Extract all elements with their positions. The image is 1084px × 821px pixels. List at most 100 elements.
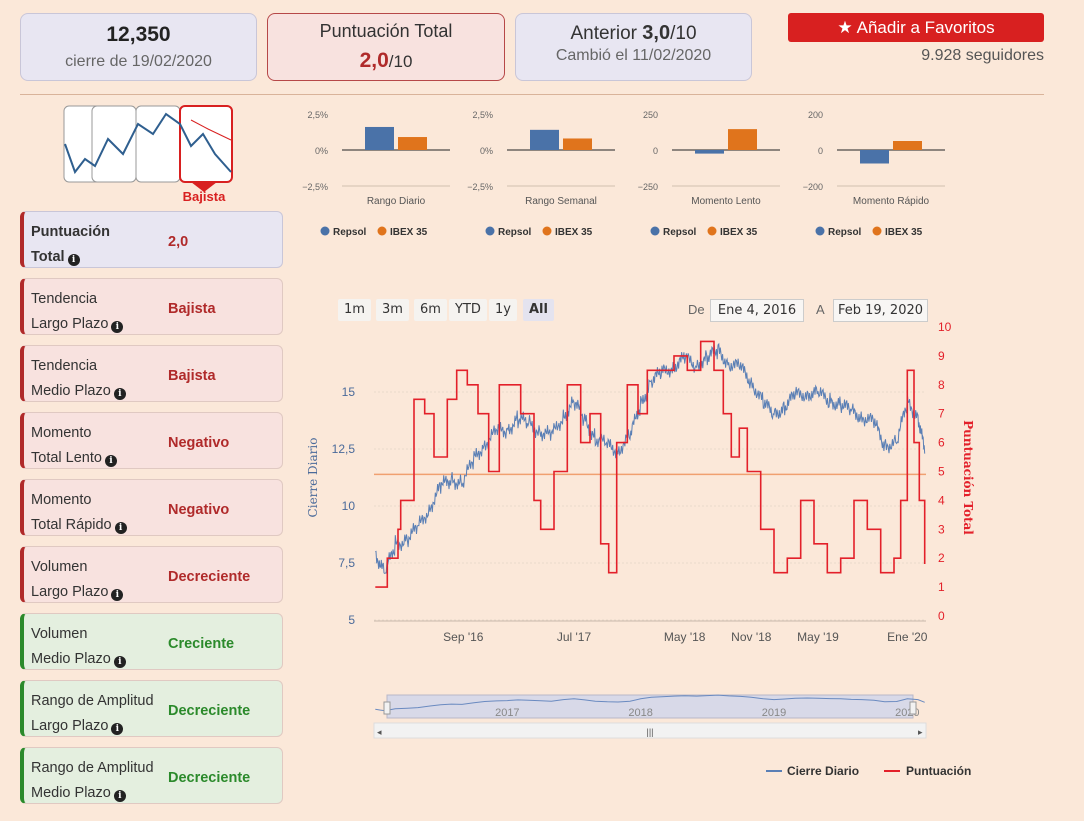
changed-date: Cambió el 11/02/2020 <box>555 47 712 64</box>
info-icon[interactable]: i <box>114 522 127 534</box>
y2-tick-label: 2 <box>938 551 945 565</box>
trend-chart-icon: Bajista <box>63 105 233 204</box>
indicator-card: Volumen Largo Plazo i Decreciente <box>20 546 283 603</box>
trend-pointer <box>191 182 217 192</box>
info-icon[interactable]: i <box>111 723 124 735</box>
mini-chart-title: Momento Lento <box>691 196 761 207</box>
indicator-label-line2-text: Total <box>31 249 65 265</box>
indicator-label-line2: Largo Plazo i <box>31 312 171 337</box>
info-icon[interactable]: i <box>113 388 126 400</box>
y2-tick-label: 9 <box>938 349 945 363</box>
mini-bar-repsol <box>860 150 889 164</box>
info-icon[interactable]: i <box>113 790 126 802</box>
price-score-chart: 5 7,5 10 12,5 15 0 1 2 3 4 5 6 7 8 9 10 Cierre Diario Pun… <box>306 320 975 778</box>
indicator-label-line1: Puntuación <box>31 224 110 240</box>
x-tick-label: Nov '18 <box>731 630 772 644</box>
mini-bar-chart: 200 0 −200 Momento Rápido Repsol IBEX 35 <box>803 110 945 238</box>
indicator-card: Momento Total Lento i Negativo <box>20 412 283 469</box>
mini-bar-chart: 250 0 −250 Momento Lento Repsol IBEX 35 <box>638 110 780 238</box>
date-from-input[interactable]: Ene 4, 2016 <box>710 299 804 322</box>
legend-label: IBEX 35 <box>885 227 923 238</box>
mini-bar-chart: 2,5% 0% −2,5% Rango Semanal Repsol IBEX 35 <box>467 110 615 238</box>
date-from-label: De <box>688 302 705 317</box>
indicator-label-line2-text: Total Rápido <box>31 517 112 533</box>
mini-y-tick: 0% <box>480 146 493 156</box>
indicator-label-line2-text: Largo Plazo <box>31 718 109 734</box>
mini-y-tick: 0 <box>818 146 823 156</box>
indicator-value: Decreciente <box>168 703 251 719</box>
mini-chart-title: Rango Diario <box>367 196 426 207</box>
navigator-line <box>375 694 925 712</box>
indicator-label-line2-text: Largo Plazo <box>31 316 109 332</box>
y2-tick-label: 0 <box>938 609 945 623</box>
indicator-label-line1: Volumen <box>31 626 88 642</box>
legend-score-label: Puntuación <box>906 764 971 778</box>
mini-y-tick: 0% <box>315 146 328 156</box>
legend-label: Repsol <box>333 227 367 238</box>
legend-marker <box>485 226 495 236</box>
navigator-left-handle[interactable] <box>383 701 391 715</box>
indicator-value: Bajista <box>168 368 216 384</box>
indicator-label: Momento Total Lento i <box>31 421 171 471</box>
indicator-value: Negativo <box>168 435 230 451</box>
y-tick-label: 15 <box>342 385 356 399</box>
legend-label: Repsol <box>663 227 697 238</box>
indicator-label-line2-text: Medio Plazo <box>31 651 111 667</box>
indicator-card: Momento Total Rápido i Negativo <box>20 479 283 536</box>
range-6m-button[interactable]: 6m <box>414 299 447 321</box>
indicator-label: Rango de Amplitud Medio Plazo i <box>31 756 171 806</box>
navigator-right-handle[interactable] <box>909 701 917 715</box>
add-favorite-button[interactable]: ★ Añadir a Favoritos <box>788 13 1044 42</box>
indicator-label-line1: Volumen <box>31 559 88 575</box>
price-line <box>375 342 926 574</box>
range-ytd-button[interactable]: YTD <box>449 299 487 321</box>
indicator-value: Bajista <box>168 301 216 317</box>
range-1m-button[interactable]: 1m <box>338 299 371 321</box>
range-all-button[interactable]: All <box>523 299 554 321</box>
indicator-value: Decreciente <box>168 770 251 786</box>
previous-score-card: Anterior 3,0/10 Cambió el 11/02/2020 <box>515 13 752 81</box>
mini-bar-repsol <box>365 126 394 150</box>
total-score-title: Puntuación Total <box>319 21 453 41</box>
indicator-label-line2: Total i <box>31 245 171 270</box>
total-score-value: 2,0 <box>359 49 389 72</box>
indicator-label-line2: Total Rápido i <box>31 513 171 538</box>
followers-count: 9.928 seguidores <box>921 47 1044 64</box>
info-icon[interactable]: i <box>113 656 126 668</box>
indicator-label-line2: Medio Plazo i <box>31 647 171 672</box>
mini-bar-repsol <box>530 129 559 150</box>
scrollbar-track[interactable] <box>373 722 927 739</box>
score-line <box>375 340 926 588</box>
add-favorite-label: Añadir a Favoritos <box>856 17 995 37</box>
range-3m-button[interactable]: 3m <box>376 299 409 321</box>
range-1y-button[interactable]: 1y <box>489 299 517 321</box>
navigator-year-label: 2019 <box>762 707 786 719</box>
indicator-card: Puntuación Total i 2,0 <box>20 211 283 268</box>
info-icon[interactable]: i <box>67 254 80 266</box>
legend-label: IBEX 35 <box>555 227 593 238</box>
indicator-label: Volumen Medio Plazo i <box>31 622 171 672</box>
indicator-card: Tendencia Medio Plazo i Bajista <box>20 345 283 402</box>
indicator-card: Volumen Medio Plazo i Creciente <box>20 613 283 670</box>
mini-bar-chart: 2,5% 0% −2,5% Rango Diario Repsol IBEX 35 <box>302 110 450 238</box>
scroll-grip-icon: ||| <box>646 727 653 737</box>
y2-tick-label: 6 <box>938 436 945 450</box>
indicator-label-line2: Largo Plazo i <box>31 714 171 739</box>
y-axis-title: Cierre Diario <box>306 438 320 518</box>
info-icon[interactable]: i <box>111 589 124 601</box>
date-to-input[interactable]: Feb 19, 2020 <box>833 299 928 322</box>
info-icon[interactable]: i <box>111 321 124 333</box>
indicator-label: Volumen Largo Plazo i <box>31 555 171 605</box>
info-icon[interactable]: i <box>104 455 117 467</box>
y-tick-label: 10 <box>342 499 356 513</box>
indicator-label-line1: Rango de Amplitud <box>31 760 154 776</box>
price-value: 12,350 <box>106 23 171 46</box>
header-divider <box>20 94 1044 95</box>
y2-tick-label: 1 <box>938 580 945 594</box>
indicator-card: Rango de Amplitud Largo Plazo i Decreciente <box>20 680 283 737</box>
indicator-label: Puntuación Total i <box>31 220 171 270</box>
indicator-card: Rango de Amplitud Medio Plazo i Decreciente <box>20 747 283 804</box>
legend-marker <box>872 226 882 236</box>
indicator-label: Rango de Amplitud Largo Plazo i <box>31 689 171 739</box>
legend-marker <box>650 226 660 236</box>
